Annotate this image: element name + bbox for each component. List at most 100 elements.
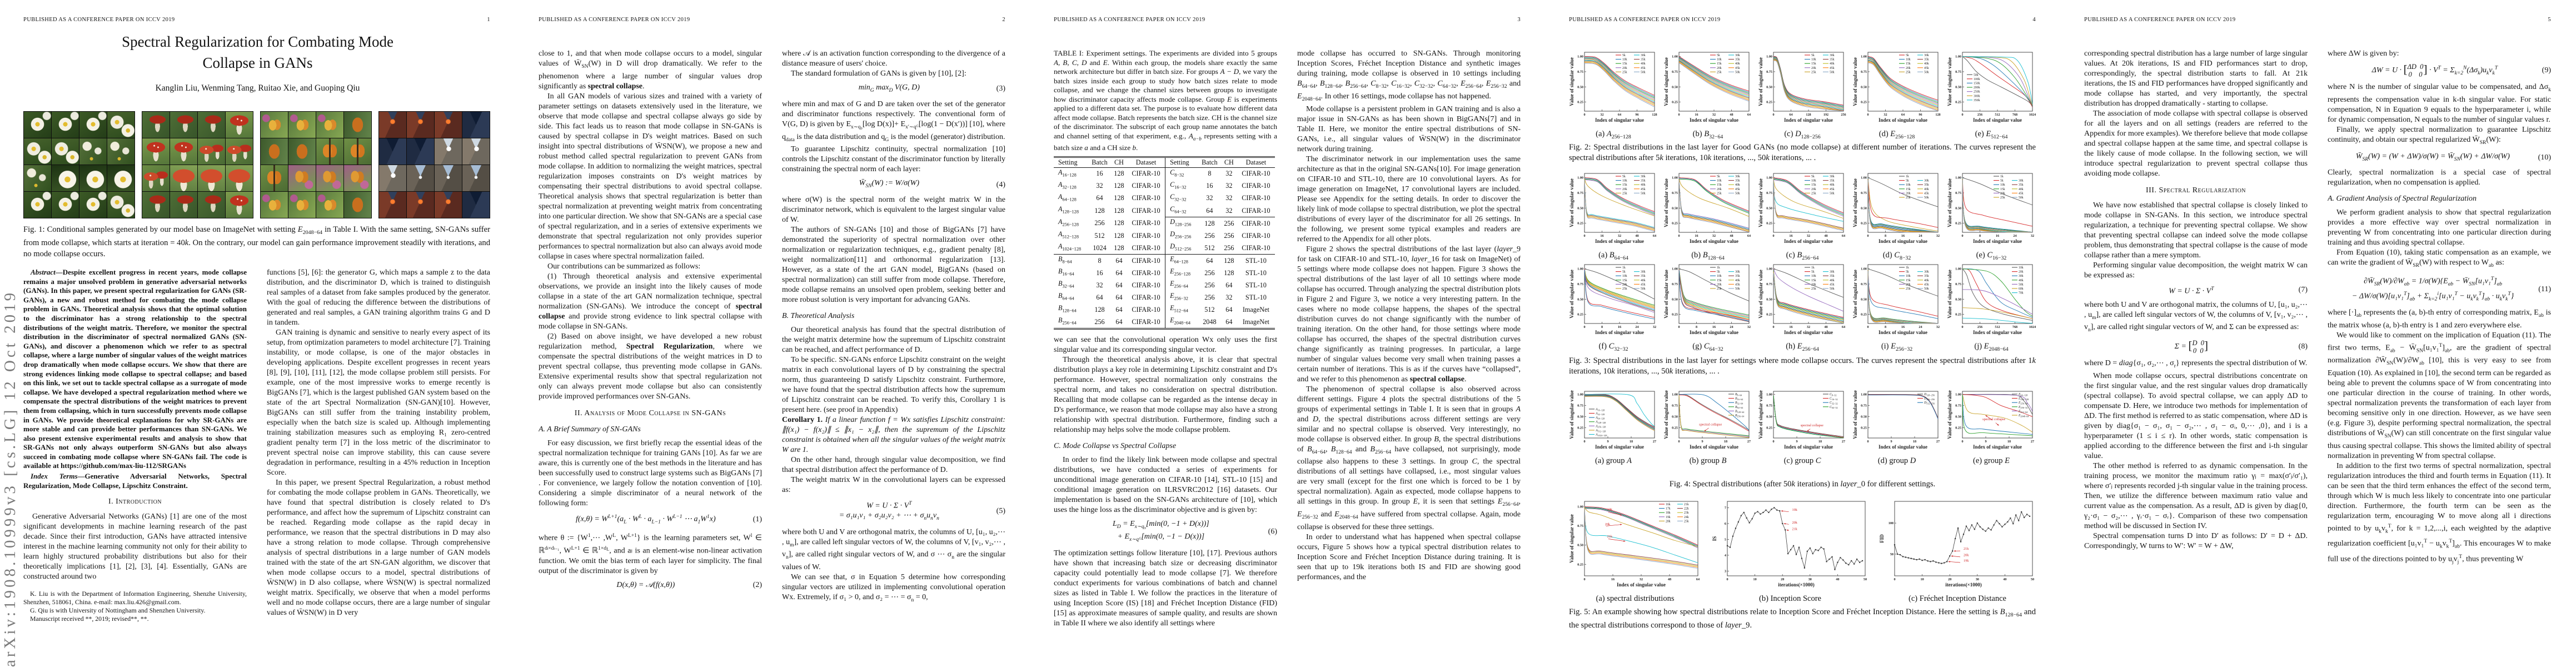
- svg-text:19k: 19k: [1666, 516, 1671, 519]
- svg-text:20k: 20k: [1906, 283, 1911, 286]
- table1: Setting Batch CH Dataset Setting Batch CH Datas…: [1054, 156, 1275, 330]
- svg-text:20k: 20k: [2000, 192, 2005, 195]
- table-cell: A64−128: [1058, 192, 1077, 202]
- svg-text:50k: 50k: [1830, 71, 1835, 74]
- butterflies-thumbnail: [288, 112, 316, 138]
- paragraph: In order to understand what has happened…: [1297, 532, 1521, 581]
- paragraph: where D = diag{σ₁, σ₂,⋯ , σr} represents…: [2084, 359, 2308, 370]
- svg-text:35k: 35k: [1924, 58, 1929, 62]
- svg-text:20k: 20k: [1605, 522, 1611, 526]
- svg-text:27: 27: [1842, 440, 1845, 444]
- table-row: B64−64 64 64 CIFAR-10 E256−32 256 32 STL-10: [1054, 291, 1275, 304]
- footnote: K. Liu is with the Department of Informa…: [23, 590, 247, 606]
- subfigure-caption: (d) C8−32: [1882, 251, 1911, 261]
- svg-text:24k: 24k: [1684, 516, 1689, 519]
- svg-text:16: 16: [1712, 325, 1716, 329]
- svg-text:E256−32: E256−32: [2018, 406, 2027, 409]
- svg-text:15k: 15k: [1717, 279, 1722, 282]
- svg-text:512: 512: [1995, 113, 2000, 117]
- subfigure-caption: (f) C32−32: [1598, 342, 1628, 352]
- svg-text:Index of singular value: Index of singular value: [1879, 117, 1927, 123]
- svg-text:5k: 5k: [2000, 180, 2004, 183]
- table-cell: 128: [1094, 305, 1105, 313]
- svg-text:768: 768: [2012, 325, 2017, 329]
- svg-text:32: 32: [1618, 234, 1621, 238]
- svg-text:50k: 50k: [1974, 73, 1979, 77]
- paragraph: Corollary 1. If a linear function f = Wx…: [782, 416, 1005, 455]
- header-text: PUBLISHED AS A CONFERENCE PAPER ON ICCV …: [1054, 17, 1205, 23]
- header-text: PUBLISHED AS A CONFERENCE PAPER ON ICCV …: [2084, 17, 2236, 23]
- svg-text:Value of singular value: Value of singular value: [1758, 270, 1763, 318]
- table-row: A1024−128 1024 128 CIFAR-10 D512−256 512 256 CI…: [1054, 241, 1275, 255]
- svg-text:40k: 40k: [1735, 183, 1740, 187]
- page-number: 2: [1002, 17, 1005, 23]
- svg-text:8: 8: [1979, 234, 1981, 238]
- mushrooms-thumbnail: [142, 192, 170, 218]
- subfigure: 0.25 0.50 0.75 1.00 0 8 16 24 32 Index of singula…: [1663, 261, 1752, 352]
- subfigure-caption: (d) group D: [1877, 456, 1916, 465]
- svg-text:1.00: 1.00: [1955, 176, 1961, 180]
- svg-text:1.00: 1.00: [1766, 393, 1772, 397]
- svg-text:Value of singular value: Value of singular value: [1852, 57, 1858, 106]
- svg-text:16: 16: [1600, 234, 1603, 238]
- paragraph: The other method is referred to as dynam…: [2084, 462, 2308, 531]
- figure-plot: 0.25 0.50 0.75 1.00 0 9 18 27 Index of singular …: [1758, 390, 1845, 450]
- svg-text:5k: 5k: [1622, 175, 1626, 178]
- subfigure-caption: (b) B128−64: [1691, 251, 1725, 261]
- subfigure-caption: (a) A256−128: [1596, 130, 1631, 140]
- svg-text:0: 0: [1678, 113, 1680, 117]
- svg-text:1k: 1k: [1906, 266, 1909, 270]
- butterflies-thumbnail: [316, 112, 343, 138]
- svg-text:0.50: 0.50: [1766, 415, 1772, 419]
- equation: D(x,θ) = 𝒜(f(x,θ)) (2): [616, 580, 762, 590]
- svg-text:1024: 1024: [2029, 325, 2036, 329]
- svg-text:19k: 19k: [1964, 559, 1969, 563]
- svg-text:0: 0: [1583, 325, 1585, 329]
- butterflies-grid: [260, 111, 372, 218]
- svg-text:32: 32: [1712, 234, 1716, 238]
- svg-text:Index of singular value: Index of singular value: [1784, 330, 1833, 335]
- svg-text:18: 18: [1818, 440, 1822, 444]
- figure3-row-1: 0.25 0.50 0.75 1.00 0 16 32 48 64 Index of singul…: [1569, 170, 2036, 261]
- svg-text:64: 64: [1747, 113, 1751, 117]
- butterflies-thumbnail: [344, 138, 371, 165]
- svg-text:Value of singular value: Value of singular value: [1947, 57, 1952, 106]
- paragraph: Abstract—Despite excellent progress in r…: [23, 268, 247, 470]
- subfigure-caption: (d) E256−128: [1879, 130, 1915, 140]
- svg-text:21k: 21k: [1684, 503, 1689, 506]
- svg-text:Value of singular value: Value of singular value: [1569, 514, 1575, 563]
- svg-text:24: 24: [1919, 234, 1922, 238]
- table-cell: E2048−64: [1165, 316, 1198, 329]
- svg-text:0.25: 0.25: [1577, 426, 1583, 430]
- svg-text:50: 50: [1864, 578, 1867, 581]
- svg-text:0.75: 0.75: [1577, 191, 1583, 195]
- butterflies-thumbnail: [288, 138, 316, 165]
- table-cell: B128−64: [1058, 304, 1077, 313]
- daisies-thumbnail: [107, 112, 134, 138]
- svg-text:18k: 18k: [1666, 511, 1671, 515]
- svg-text:1.00: 1.00: [1577, 267, 1583, 271]
- mountains-thumbnail: [379, 112, 406, 138]
- svg-text:24: 24: [2013, 234, 2016, 238]
- paragraph: Index Terms—Generative Adversarial Netwo…: [23, 472, 247, 490]
- svg-text:0.50: 0.50: [1672, 85, 1678, 89]
- svg-text:Value of singular value: Value of singular value: [1758, 178, 1763, 227]
- paragraph: The association of mode collapse with sp…: [2084, 109, 2308, 178]
- svg-text:30k: 30k: [1735, 175, 1740, 178]
- subfigure-caption: (b) group B: [1689, 456, 1727, 465]
- svg-text:0.75: 0.75: [1861, 191, 1867, 195]
- svg-text:20k: 20k: [1811, 188, 1816, 191]
- figure-plot: 0.25 0.50 0.75 1.00 0 64 128 192 256 Index of sin…: [1758, 52, 1846, 123]
- svg-text:30: 30: [1976, 578, 1979, 581]
- table-cell: CIFAR-10: [1132, 293, 1160, 301]
- daisies-thumbnail: [52, 112, 79, 138]
- subfigure: 0.25 0.50 0.75 1.00 0 32 64 96 128 Index of singu…: [1569, 49, 1658, 140]
- svg-text:15k: 15k: [1622, 183, 1627, 187]
- svg-text:10k: 10k: [2019, 266, 2024, 270]
- table-cell: 128: [1114, 170, 1124, 178]
- table-cell: CIFAR-10: [1242, 243, 1270, 252]
- page-header: PUBLISHED AS A CONFERENCE PAPER ON ICCV …: [2084, 17, 2551, 23]
- paragraph: mode collapse has occurred to SN-GANs. T…: [1297, 49, 1521, 102]
